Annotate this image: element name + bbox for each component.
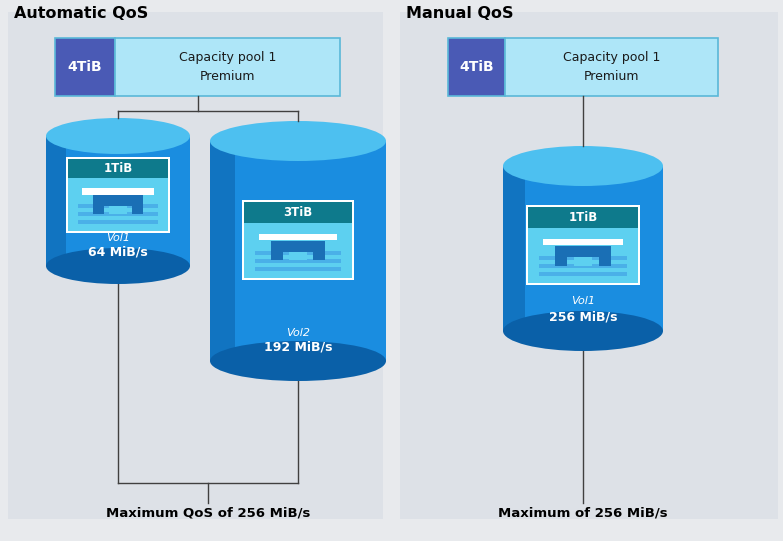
Bar [528, 207, 638, 228]
Bar [555, 246, 568, 266]
Ellipse shape [46, 118, 190, 154]
Bar [78, 212, 158, 216]
Text: Vol2: Vol2 [286, 328, 310, 338]
Ellipse shape [503, 311, 663, 351]
Bar [244, 222, 352, 278]
Text: 4TiB: 4TiB [459, 60, 493, 74]
Bar [93, 195, 104, 214]
Bar [242, 200, 354, 280]
Bar [78, 204, 158, 208]
Bar [313, 241, 325, 260]
Bar [271, 241, 325, 252]
Bar [289, 252, 307, 260]
Bar [505, 38, 718, 96]
Bar [82, 188, 154, 195]
Bar [539, 256, 627, 260]
Text: 64 MiB/s: 64 MiB/s [88, 246, 148, 259]
Bar [598, 246, 611, 266]
Bar [66, 156, 170, 233]
Bar [68, 178, 168, 230]
Text: Vol1: Vol1 [106, 233, 130, 243]
Ellipse shape [210, 121, 386, 161]
Bar [8, 12, 383, 519]
Polygon shape [210, 141, 386, 361]
Bar [539, 272, 627, 276]
Bar [254, 259, 341, 263]
Bar [244, 202, 352, 222]
Bar [68, 159, 168, 178]
Text: 4TiB: 4TiB [67, 60, 103, 74]
Polygon shape [210, 141, 235, 361]
Text: Capacity pool 1
Premium: Capacity pool 1 Premium [179, 51, 276, 82]
Bar [526, 205, 640, 285]
Text: 1TiB: 1TiB [103, 162, 132, 175]
Text: 1TiB: 1TiB [568, 211, 597, 224]
Bar [115, 38, 340, 96]
Text: Maximum QoS of 256 MiB/s: Maximum QoS of 256 MiB/s [106, 506, 310, 519]
Bar [78, 220, 158, 223]
Bar [555, 246, 611, 257]
Bar [574, 257, 593, 266]
Text: 192 MiB/s: 192 MiB/s [264, 340, 332, 353]
Text: 256 MiB/s: 256 MiB/s [549, 311, 617, 324]
Ellipse shape [503, 146, 663, 186]
Bar [448, 38, 505, 96]
Text: 3TiB: 3TiB [283, 206, 312, 219]
Bar [400, 12, 778, 519]
Bar [254, 250, 341, 255]
Polygon shape [46, 136, 66, 266]
Bar [93, 195, 143, 206]
Bar [132, 195, 143, 214]
Bar [543, 239, 622, 246]
Bar [528, 228, 638, 283]
Bar [110, 206, 127, 214]
Bar [539, 264, 627, 268]
Ellipse shape [210, 341, 386, 381]
Bar [254, 267, 341, 271]
Bar [259, 234, 337, 240]
Text: Maximum of 256 MiB/s: Maximum of 256 MiB/s [498, 506, 668, 519]
Bar [271, 241, 283, 260]
Text: Automatic QoS: Automatic QoS [14, 6, 148, 22]
Bar [55, 38, 115, 96]
Polygon shape [503, 166, 525, 331]
Ellipse shape [46, 248, 190, 284]
Text: Manual QoS: Manual QoS [406, 6, 514, 22]
Polygon shape [46, 136, 190, 266]
Polygon shape [503, 166, 663, 331]
Text: Capacity pool 1
Premium: Capacity pool 1 Premium [563, 51, 660, 82]
Text: Vol1: Vol1 [571, 296, 595, 306]
